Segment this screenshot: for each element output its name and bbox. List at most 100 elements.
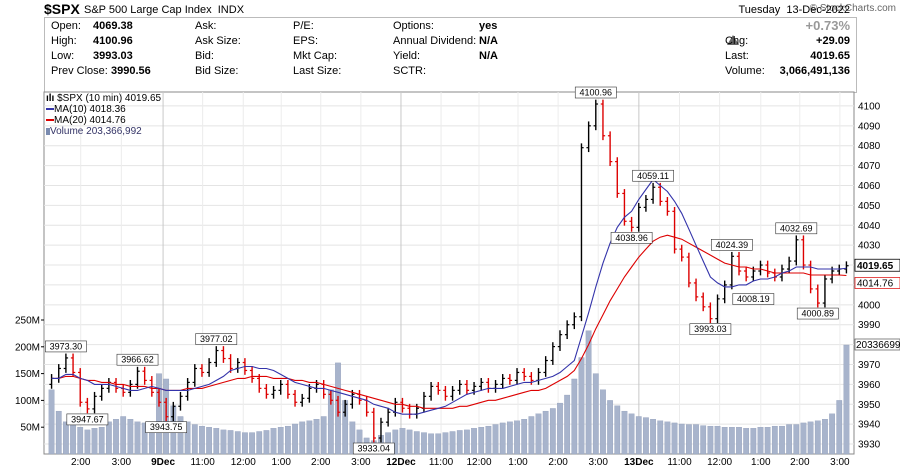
volume-bar [793,424,800,455]
annotation-box [145,421,188,434]
bid-size-label: Bid Size: [195,65,239,77]
high-value: 4100.96 [93,35,133,47]
volume-bar [621,410,628,455]
legend-ma20: MA(20) 4014.76 [46,115,161,126]
y-tick-label: 3930 [858,440,881,451]
volume-label: Volume: [725,65,765,77]
volume-bar [456,430,463,455]
price-bar [257,374,262,393]
price-bar [428,381,434,401]
price-bar [615,157,620,198]
volume-bar [521,419,528,455]
volume-bar [435,433,442,455]
volume-bar [635,416,642,455]
price-annotation: 3933.04 [352,442,395,455]
volume-bar [349,421,356,455]
last-size-label: Last Size: [293,65,342,77]
annotation-label: 3973.30 [50,341,83,351]
open-value: 4069.38 [93,20,133,32]
annotation-box [574,86,617,99]
mkt-cap-label: Mkt Cap: [293,50,338,62]
volume-bar [471,428,477,455]
volume-bar [77,427,84,455]
price-bar [514,368,520,385]
price-bar [801,235,806,270]
price-bar [378,417,384,443]
legend-volume-text: Volume 203,366,992 [50,126,142,137]
volume-bar [134,421,141,455]
volume-bar [91,428,98,455]
legend-ma10: MA(10) 4018.36 [46,104,161,115]
x-tick-label: 11:00 [190,457,215,468]
annotation-label: 4024.39 [716,240,749,250]
annotation-label: 3977.02 [200,334,233,344]
volume-swatch [46,127,50,135]
volume-bar [413,431,420,455]
price-bar [629,216,634,232]
y-tick-label: 4080 [858,141,881,152]
volume-bar [442,432,449,455]
x-tick-label: 2:00 [71,457,91,468]
volume-bar [843,344,850,455]
price-bar [271,385,276,399]
price-bar [521,368,527,381]
y-tick-label: 3940 [858,420,881,431]
volume-bar [285,425,291,455]
ma20-last-box [854,277,900,289]
dividend-value: N/A [479,35,498,47]
annotation-label: 4000.89 [802,309,835,319]
volume-bar [127,419,134,455]
x-tick-label: 11:00 [667,457,692,468]
annotation-box [689,323,732,335]
x-tick-label: 2:00 [548,457,568,468]
price-bar [665,197,670,216]
annotation-box [796,307,839,320]
annotation-box [710,239,753,251]
price-bar [579,143,584,322]
volume-bar [199,425,205,455]
volume-last-box [854,338,900,351]
price-bar [228,354,233,373]
price-annotation: 3947.67 [66,413,109,426]
low-label: Low: [51,50,75,62]
volume-bar [206,427,212,455]
x-tick-label: 12:00 [466,457,491,468]
price-bar [808,260,813,294]
volume-bar [277,427,284,455]
volume-bar [84,429,91,455]
volume-bar [650,419,656,455]
high-label: High: [51,35,77,47]
price-bar [443,385,448,401]
prev-close-label: Prev Close: [51,65,108,77]
bar-icon: ılı [46,93,55,104]
price-bar [285,380,291,399]
x-tick-label: 3:00 [830,457,850,468]
price-bar [607,131,613,166]
sctr-label: SCTR: [393,65,426,77]
y-tick-label: 3970 [858,360,881,371]
eps-label: EPS: [293,35,319,47]
price-bar [822,274,828,308]
price-bar [350,389,355,409]
annotation-label: 3966.62 [121,355,154,365]
annotation-label: 3993.03 [694,324,727,334]
annotation-box [732,293,775,305]
price-bar [636,202,641,232]
volume-bar [786,424,793,455]
low-value: 3993.03 [93,50,133,62]
ask-label: Ask: [195,20,217,32]
volume-bar [120,416,127,455]
price-bar [479,378,484,391]
volume-bar [707,425,714,455]
price-annotation: 3943.75 [145,421,188,434]
volume-bar [428,433,434,455]
y-tick-label: 4030 [858,241,881,252]
volume-bar [564,394,571,455]
price-bar [85,397,90,414]
price-bar [708,302,713,324]
volume-bar [499,422,506,455]
price-bar [385,407,391,427]
volume-bar [313,419,320,455]
volume-bar [686,424,692,455]
